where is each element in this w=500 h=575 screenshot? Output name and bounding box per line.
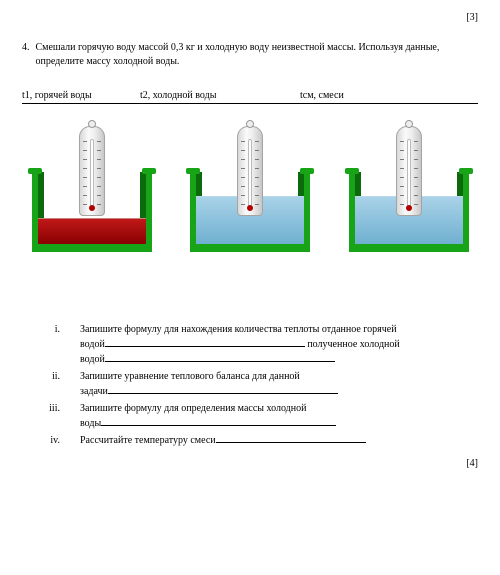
question-number: 4. (22, 41, 30, 68)
beaker-unit-1 (183, 126, 318, 252)
beaker-unit-2 (341, 126, 476, 252)
task-2-line-1-pre: воды (80, 418, 101, 429)
task-1-line-1-pre: задачи (80, 386, 108, 397)
task-row-1: ii. Запишите уравнение теплового баланса … (42, 369, 478, 399)
task-0-line-1-pre: водой (80, 339, 105, 350)
task-num-3: iv. (42, 433, 60, 448)
task-3-line-0-pre: Рассчитайте температуру смеси (80, 435, 216, 446)
task-num-0: i. (42, 322, 60, 367)
blank-line (216, 433, 366, 443)
task-1-line-0-pre: Запишите уравнение теплового баланса для… (80, 371, 300, 382)
task-row-0: i. Запишите формулу для нахождения количе… (42, 322, 478, 367)
task-list: i. Запишите формулу для нахождения количе… (42, 322, 478, 448)
task-text-1: Запишите уравнение теплового баланса для… (80, 369, 478, 399)
thermometer-2 (396, 126, 422, 224)
blank-line (105, 352, 335, 362)
thermometer-0 (79, 126, 105, 224)
question-block: 4. Смешали горячую воду массой 0,3 кг и … (22, 41, 478, 68)
thermometer-1 (237, 126, 263, 224)
task-text-2: Запишите формулу для определения массы х… (80, 401, 478, 431)
task-num-1: ii. (42, 369, 60, 399)
beakers-row (22, 126, 478, 252)
task-row-3: iv. Рассчитайте температуру смеси (42, 433, 478, 448)
blank-line (105, 337, 305, 347)
bottom-score: [4] (22, 458, 478, 469)
task-0-line-0-pre: Запишите формулу для нахождения количест… (80, 324, 397, 335)
task-num-2: iii. (42, 401, 60, 431)
column-headers: t1, горячей воды t2, холодной воды tсм, … (22, 90, 478, 104)
question-text: Смешали горячую воду массой 0,3 кг и хол… (36, 41, 479, 68)
task-row-2: iii. Запишите формулу для определения мас… (42, 401, 478, 431)
task-0-line-1-post: полученное холодной (305, 339, 400, 350)
header-hot: t1, горячей воды (22, 90, 140, 101)
blank-line (108, 384, 338, 394)
header-cold: t2, холодной воды (140, 90, 300, 101)
task-text-3: Рассчитайте температуру смеси (80, 433, 478, 448)
task-2-line-0-pre: Запишите формулу для определения массы х… (80, 403, 306, 414)
task-text-0: Запишите формулу для нахождения количест… (80, 322, 478, 367)
beaker-unit-0 (24, 126, 159, 252)
top-score: [3] (22, 12, 478, 23)
task-0-line-2-pre: водой (80, 354, 105, 365)
blank-line (101, 416, 336, 426)
header-mix: tсм, смеси (300, 90, 478, 101)
